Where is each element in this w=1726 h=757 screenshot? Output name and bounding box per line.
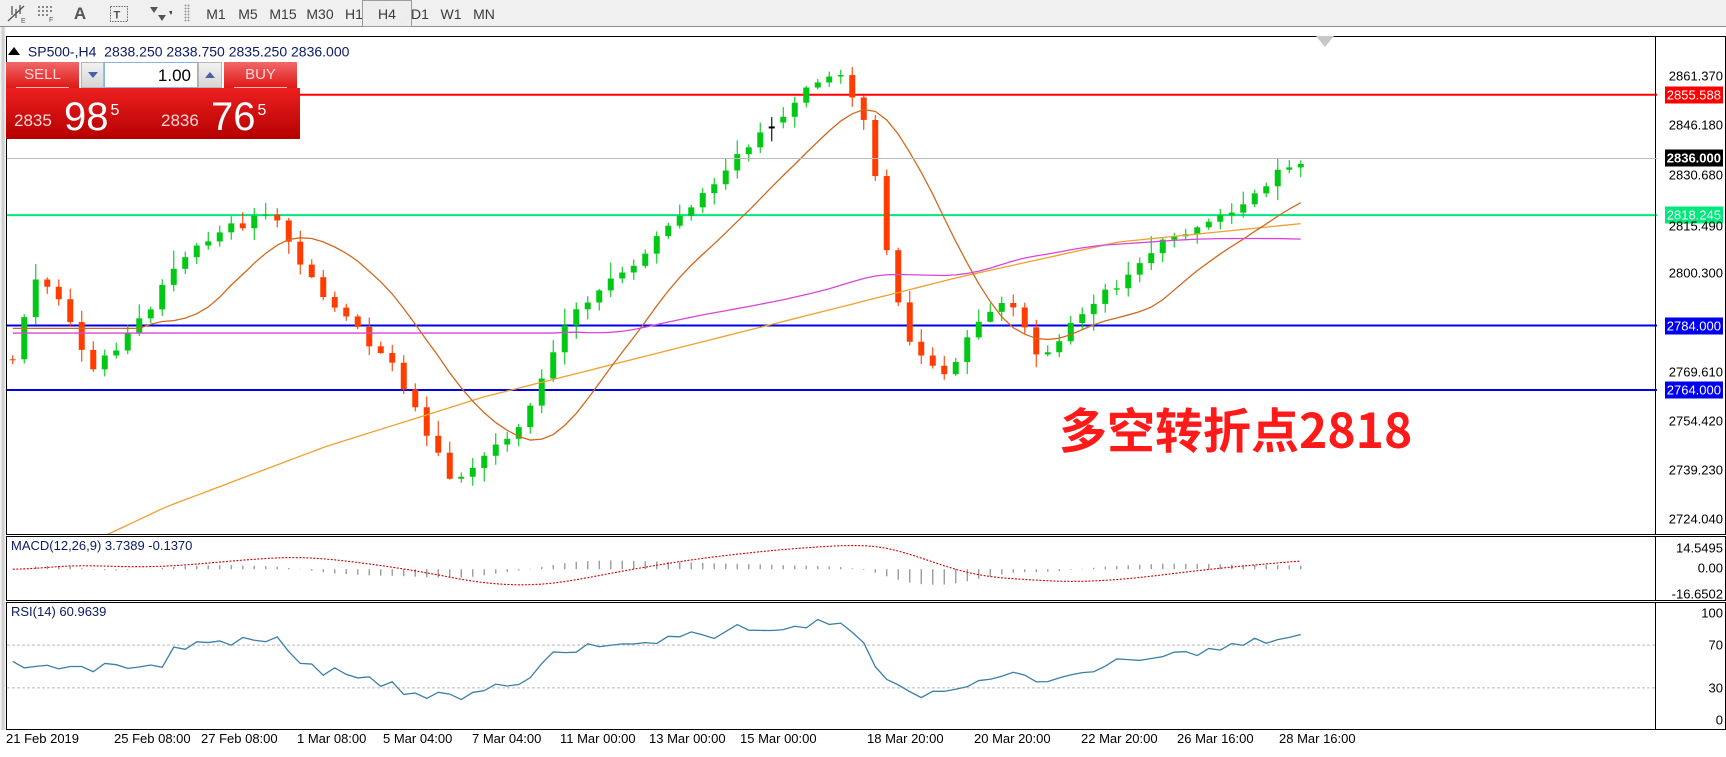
svg-text:F: F	[49, 17, 53, 23]
svg-text:T: T	[114, 9, 121, 21]
svg-text:E: E	[21, 18, 26, 24]
